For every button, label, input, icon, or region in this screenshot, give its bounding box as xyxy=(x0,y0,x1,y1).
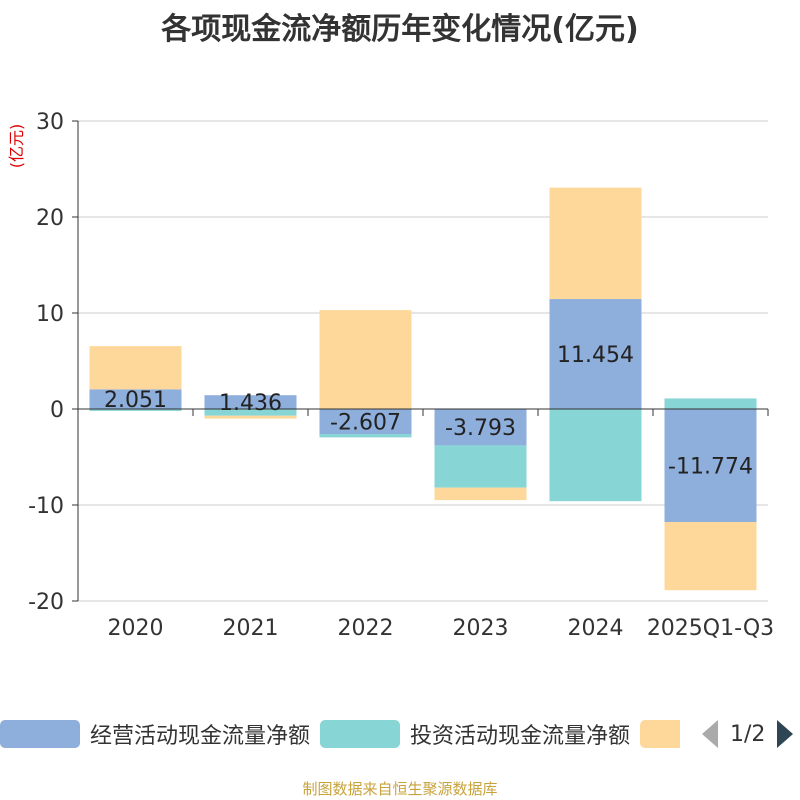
bar-operating-2022 xyxy=(319,409,412,435)
next-page-icon[interactable] xyxy=(777,720,794,748)
bar-financing-2020 xyxy=(89,346,182,390)
x-tick-label: 2023 xyxy=(453,616,509,641)
y-unit-label: (亿元) xyxy=(7,124,26,169)
x-tick-label: 2020 xyxy=(108,616,164,641)
bar-operating-2024 xyxy=(549,299,642,409)
bar-financing-2023 xyxy=(434,487,527,501)
y-tick-label: -10 xyxy=(28,494,64,519)
y-tick-label: 10 xyxy=(36,302,64,327)
legend-item-operating[interactable]: 经营活动现金流量净额 xyxy=(0,716,310,752)
bar-investing-2024 xyxy=(549,409,642,502)
y-tick-label: 0 xyxy=(50,398,64,423)
bar-investing-2023 xyxy=(434,445,527,488)
legend-pager: 1/2 xyxy=(702,716,794,752)
x-tick-label: 2025Q1-Q3 xyxy=(647,616,774,641)
bar-investing-2021 xyxy=(204,409,297,416)
data-label-operating-2023: -3.793 xyxy=(445,416,516,441)
bar-financing-2024 xyxy=(549,187,642,300)
chart-title: 各项现金流净额历年变化情况(亿元) xyxy=(161,12,639,47)
prev-page-icon[interactable] xyxy=(702,720,718,748)
data-label-operating-2022: -2.607 xyxy=(330,411,401,436)
legend-swatch-operating xyxy=(0,720,80,748)
data-label-operating-2025Q1-Q3: -11.774 xyxy=(668,455,753,480)
bar-financing-2025Q1-Q3 xyxy=(664,522,757,591)
legend-item-investing[interactable]: 投资活动现金流量净额 xyxy=(320,716,630,752)
bar-operating-2025Q1-Q3 xyxy=(664,409,757,523)
y-tick-label: 20 xyxy=(36,206,64,231)
legend-item-financing[interactable] xyxy=(640,716,680,752)
bar-financing-2021 xyxy=(204,415,297,419)
bar-investing-2020 xyxy=(89,409,182,411)
y-tick-label: -20 xyxy=(28,590,64,615)
y-tick-label: 30 xyxy=(36,110,64,135)
legend-label-operating: 经营活动现金流量净额 xyxy=(90,724,311,749)
legend-swatch-investing xyxy=(320,720,400,748)
legend: 经营活动现金流量净额 投资活动现金流量净额 1/2 xyxy=(0,716,800,756)
bar-investing-2022 xyxy=(319,434,412,438)
bar-investing-2025Q1-Q3 xyxy=(664,398,757,409)
x-tick-label: 2021 xyxy=(223,616,279,641)
data-label-operating-2021: 1.436 xyxy=(219,391,282,416)
bar-operating-2021 xyxy=(204,395,297,409)
data-label-operating-2020: 2.051 xyxy=(104,388,167,413)
x-tick-label: 2022 xyxy=(338,616,394,641)
legend-label-investing: 投资活动现金流量净额 xyxy=(410,724,631,749)
data-source-note: 制图数据来自恒生聚源数据库 xyxy=(302,780,498,798)
bar-operating-2020 xyxy=(89,389,182,409)
legend-page-indicator: 1/2 xyxy=(730,721,766,747)
bar-operating-2023 xyxy=(434,409,527,446)
data-label-operating-2024: 11.454 xyxy=(557,343,634,368)
cash-flow-chart: -20 -10 0 10 20 30 (亿元) 2020 2021 2022 2023 2024 202… xyxy=(7,110,774,641)
x-tick-label: 2024 xyxy=(568,616,624,641)
legend-swatch-financing xyxy=(640,720,680,748)
bar-financing-2022 xyxy=(319,310,412,409)
